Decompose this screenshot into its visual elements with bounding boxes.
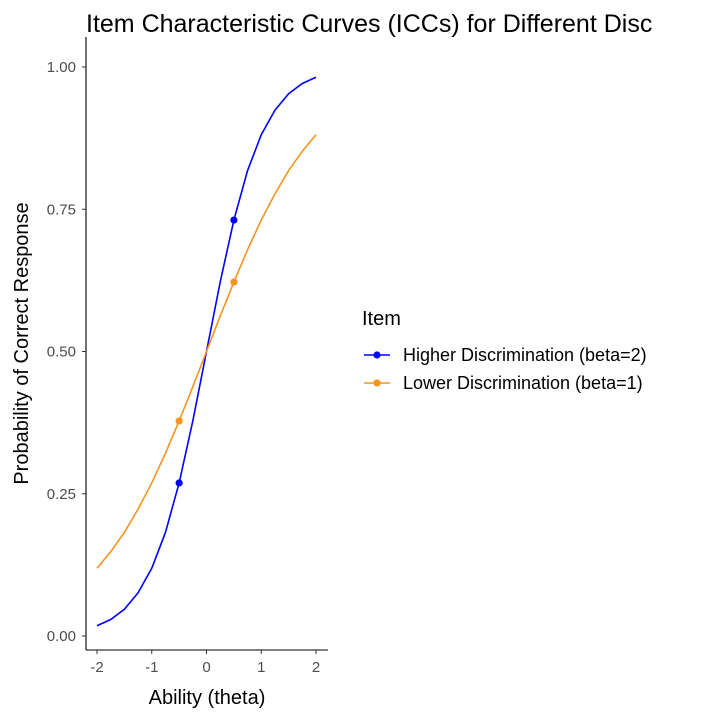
legend-key-point	[373, 379, 381, 387]
series-line-2	[96, 134, 317, 569]
y-tick-label: 0.50	[47, 344, 76, 361]
y-axis-title: Probability of Correct Response	[11, 202, 33, 484]
legend-label: Higher Discrimination (beta=2)	[403, 345, 647, 365]
data-point	[230, 278, 238, 286]
legend-title: Item	[362, 308, 401, 330]
x-tick-label: 1	[257, 659, 265, 676]
x-axis-title: Ability (theta)	[149, 687, 266, 709]
data-point	[175, 479, 183, 487]
data-point	[230, 216, 238, 224]
legend-label: Lower Discrimination (beta=1)	[403, 373, 643, 393]
x-tick-label: 0	[202, 659, 210, 676]
y-tick-label: 0.75	[47, 201, 76, 218]
x-tick-label: -2	[90, 659, 103, 676]
plot-area: 0.00 0.25 0.50 0.75 1.00 -2 -1 0 1 2	[47, 37, 328, 676]
legend-key-point	[373, 351, 381, 359]
chart-title: Item Characteristic Curves (ICCs) for Di…	[86, 10, 652, 38]
data-point	[175, 417, 183, 425]
y-tick-label: 0.00	[47, 628, 76, 645]
x-tick-label: -1	[145, 659, 158, 676]
y-tick-label: 1.00	[47, 59, 76, 76]
legend: Item Higher Discrimination (beta=2) Lower…	[362, 308, 647, 393]
x-tick-label: 2	[312, 659, 320, 676]
y-tick-label: 0.25	[47, 486, 76, 503]
